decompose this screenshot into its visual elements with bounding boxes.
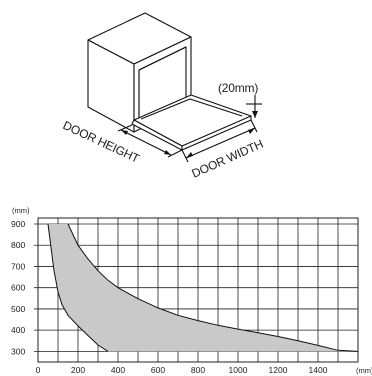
- x-tick-label: 1400: [309, 365, 328, 375]
- door-width-ext-1: [181, 149, 189, 163]
- door-height-arrow-end-icon: [164, 150, 171, 155]
- gap-label: (20mm): [218, 81, 258, 95]
- chart-area-layer: [47, 223, 359, 352]
- x-tick-label: 400: [111, 365, 125, 375]
- y-tick-label: 400: [11, 325, 25, 335]
- y-tick-label: 800: [11, 240, 25, 250]
- y-tick-label: 600: [11, 283, 25, 293]
- y-tick-label: 900: [11, 219, 25, 229]
- clearance-region: [48, 224, 358, 352]
- x-tick-label: 200: [71, 365, 85, 375]
- door-width-arrow-start-icon: [186, 152, 193, 158]
- door-clearance-diagram: [87, 12, 262, 163]
- x-tick-label: 0: [36, 365, 41, 375]
- door-width-ext-2: [250, 119, 258, 133]
- opening-inner-top: [138, 46, 187, 71]
- x-tick-label: 800: [191, 365, 205, 375]
- door-width-arrow-end-icon: [248, 128, 255, 134]
- door-height-arrow-start-icon: [121, 130, 128, 135]
- y-tick-label: 300: [11, 346, 25, 356]
- y-axis-unit-label: (mm): [12, 206, 30, 215]
- door-width-label: DOOR WIDTH: [190, 137, 266, 181]
- x-tick-label: 1000: [229, 365, 248, 375]
- door-inner-rim: [140, 98, 243, 120]
- x-tick-label: 1200: [269, 365, 288, 375]
- chart-ticks: 300 400 500 600 700 800 900 0 200 400 600 800 1000 12…: [11, 219, 328, 375]
- door-height-ext-2: [167, 149, 183, 158]
- upper-boundary-curve: [67, 223, 359, 352]
- door-panel-front-edge: [181, 119, 252, 151]
- y-tick-label: 700: [11, 261, 25, 271]
- lower-boundary-curve: [47, 223, 109, 352]
- door-height-dim-line: [120, 129, 172, 156]
- door-height-ext-1: [117, 124, 133, 132]
- gap-arrow-icon: [252, 111, 258, 118]
- door-width-dim-line: [185, 127, 256, 159]
- x-axis-unit-label: (mm): [356, 366, 372, 375]
- x-tick-label: 600: [151, 365, 165, 375]
- clearance-chart: 300 400 500 600 700 800 900 0 200 400 600 800 1000 12…: [11, 206, 372, 375]
- y-tick-label: 500: [11, 304, 25, 314]
